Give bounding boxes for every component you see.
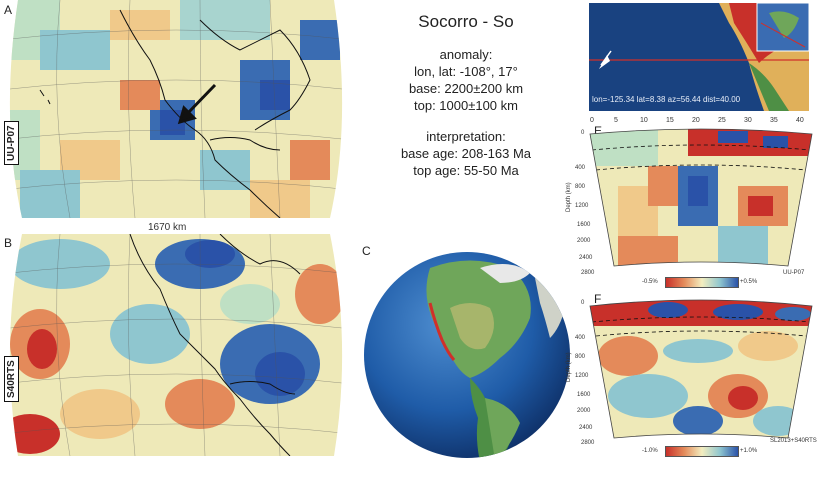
panel-label-e: E: [594, 124, 603, 138]
colorbar-f-min: -1.0%: [642, 448, 658, 454]
colorbar-f: [665, 446, 739, 457]
x-tick: 40: [796, 117, 804, 124]
panel-label-f: F: [594, 292, 602, 306]
model-tag-a: UU-P07: [4, 121, 19, 165]
colorbar-f-max: +1.0%: [740, 448, 758, 454]
depth-tick: 2000: [577, 408, 591, 414]
depth-tick: 2800: [581, 440, 595, 446]
depth-tick: 2800: [581, 270, 595, 276]
colorbar-e: [665, 277, 739, 288]
x-tick: 35: [770, 117, 778, 124]
depth-tick: 2400: [579, 255, 593, 261]
depth-tick: 0: [581, 130, 585, 136]
x-tick: 10: [640, 117, 648, 124]
model-tag-b: S40RTS: [4, 356, 19, 402]
x-tick: 15: [666, 117, 674, 124]
profile-location-map: [589, 3, 809, 111]
tomography-map-a: [0, 0, 352, 218]
depth-tick: 2000: [577, 238, 591, 244]
x-tick: 5: [614, 117, 618, 124]
depth-ticks-f: 0 400 800 1200 1600 2000 2400 2800: [575, 300, 595, 448]
panel-label-b: B: [4, 236, 13, 250]
anomaly-base: base: 2200±200 km: [408, 81, 524, 96]
depth-axis-label-f: Depth (km): [566, 352, 572, 382]
depth-tick: 400: [575, 335, 586, 341]
x-tick: 20: [692, 117, 700, 124]
tomography-map-b: [0, 234, 352, 456]
colorbar-e-min: -0.5%: [642, 279, 658, 285]
depth-tick: 1600: [577, 222, 591, 228]
depth-axis-label-e: Depth (km): [566, 182, 572, 212]
summary-block: Socorro - So anomaly: lon, lat: -108°, 1…: [368, 12, 564, 179]
interpretation-base-age: base age: 208-163 Ma: [400, 146, 532, 161]
anomaly-top: top: 1000±100 km: [414, 98, 518, 113]
globe-view: [360, 248, 574, 462]
depth-ticks-e: 0 400 800 1200 1600 2000 2400 2800: [575, 130, 595, 280]
panel-label-a: A: [4, 3, 13, 17]
model-name-e: UU-P07: [783, 270, 805, 276]
depth-tick: 0: [581, 300, 585, 306]
depth-tick: 1200: [575, 203, 589, 209]
colorbar-e-max: +0.5%: [740, 279, 758, 285]
depth-tick: 2400: [579, 425, 593, 431]
cross-section-f: [588, 296, 814, 444]
panel-label-c: C: [362, 244, 371, 258]
profile-readout: lon=-125.34 lat=8.38 az=56.44 dist=40.00: [592, 95, 741, 104]
cross-section-e: [588, 126, 814, 276]
depth-tick: 1600: [577, 392, 591, 398]
x-tick: 25: [718, 117, 726, 124]
depth-tick: 800: [575, 184, 586, 190]
interpretation-heading: interpretation:: [426, 129, 506, 144]
anomaly-lonlat: lon, lat: -108°, 17°: [414, 64, 518, 79]
depth-tick: 800: [575, 354, 586, 360]
depth-tick: 400: [575, 165, 586, 171]
interpretation-top-age: top age: 55-50 Ma: [413, 163, 519, 178]
x-tick: 0: [590, 117, 594, 124]
site-title: Socorro - So: [418, 12, 514, 31]
depth-tick: 1200: [575, 373, 589, 379]
scale-label: 1670 km: [148, 222, 187, 233]
model-name-f: SL2013+S40RTS: [770, 438, 817, 444]
x-axis-ticks-e: 0 5 10 15 20 25 30 35 40: [590, 117, 812, 127]
x-tick: 30: [744, 117, 752, 124]
anomaly-heading: anomaly:: [439, 47, 493, 62]
